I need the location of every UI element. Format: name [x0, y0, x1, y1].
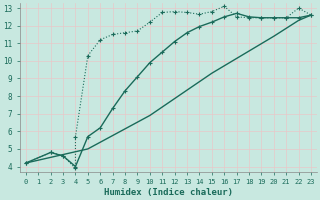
X-axis label: Humidex (Indice chaleur): Humidex (Indice chaleur): [104, 188, 233, 197]
